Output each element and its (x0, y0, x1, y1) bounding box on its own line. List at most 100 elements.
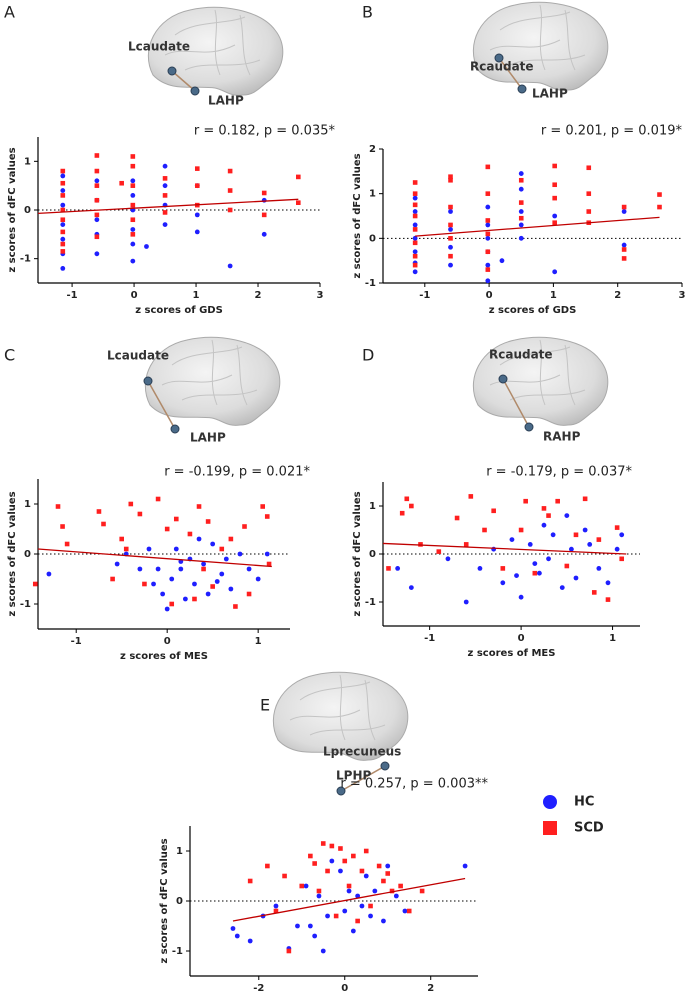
point (130, 193, 136, 198)
brain-image (472, 336, 609, 426)
x-tick-label: 0 (131, 290, 138, 301)
brain-node (380, 761, 390, 771)
brain-sulcus (174, 16, 246, 36)
point (564, 513, 570, 518)
point (621, 256, 627, 261)
point (409, 503, 414, 509)
y-tick-label: 1 (24, 156, 31, 167)
point (499, 258, 505, 264)
point (60, 217, 66, 223)
point (338, 868, 343, 874)
point (333, 913, 339, 919)
point (246, 591, 252, 597)
point (419, 888, 425, 894)
point (299, 883, 305, 889)
point (404, 496, 410, 502)
point (399, 510, 405, 516)
connection (171, 70, 196, 92)
point (214, 579, 220, 584)
x-tick-label: -1 (424, 633, 435, 644)
point (412, 253, 418, 259)
point (130, 202, 136, 208)
point (194, 229, 200, 235)
y-tick-label: -1 (20, 254, 31, 265)
point (329, 858, 335, 864)
point (119, 180, 124, 186)
panel-label: E (260, 696, 270, 715)
point (194, 183, 200, 188)
x-tick-label: 1 (255, 636, 262, 647)
point (325, 913, 330, 919)
node-label: Rcaudate (489, 348, 553, 362)
point (485, 235, 491, 241)
point (242, 524, 247, 529)
point (541, 522, 547, 528)
point (619, 556, 625, 562)
fit-line (37, 198, 299, 215)
point (96, 509, 102, 514)
point (210, 584, 215, 589)
point (448, 236, 453, 241)
point (130, 241, 136, 247)
x-tick-label: -2 (253, 983, 264, 994)
point (412, 180, 418, 185)
point (559, 585, 565, 590)
point (196, 504, 202, 509)
point (621, 247, 627, 252)
y-tick-label: 2 (369, 144, 376, 155)
point (552, 220, 557, 225)
point (173, 546, 179, 552)
point (569, 546, 574, 552)
legend-label: SCD (574, 821, 604, 836)
point (406, 908, 412, 914)
point (155, 496, 161, 502)
point (264, 551, 270, 557)
point (342, 908, 348, 914)
x-axis-label: z scores of GDS (489, 305, 577, 316)
connection (502, 378, 530, 428)
brain-node (524, 422, 534, 432)
brain-image (144, 336, 281, 426)
point (485, 204, 491, 210)
point (346, 883, 352, 889)
annotation: r = 0.182, p = 0.035* (194, 124, 336, 139)
point (552, 195, 557, 201)
brain-sulcus (489, 39, 561, 51)
point (169, 601, 175, 607)
node-label: LAHP (190, 431, 226, 445)
point (381, 918, 386, 924)
point (142, 581, 147, 587)
point (223, 556, 229, 562)
point (260, 504, 266, 509)
point (60, 524, 65, 529)
point (412, 202, 418, 208)
point (582, 496, 588, 502)
point (94, 183, 100, 188)
point (485, 249, 491, 255)
point (485, 278, 491, 284)
point (381, 878, 386, 884)
x-tick-label: 0 (518, 633, 525, 644)
point (205, 591, 211, 597)
point (550, 532, 556, 538)
point (130, 163, 136, 169)
point (164, 526, 170, 532)
point (448, 177, 453, 183)
point (130, 154, 136, 159)
point (621, 209, 627, 214)
point (500, 580, 506, 586)
point (316, 893, 322, 899)
point (162, 183, 168, 189)
point (591, 590, 597, 595)
brain-sulcus (509, 389, 586, 401)
point (273, 908, 279, 914)
point (228, 536, 234, 542)
point (586, 165, 592, 171)
point (532, 570, 538, 576)
point (182, 596, 188, 602)
brain-node (170, 424, 180, 434)
y-tick-label: -1 (172, 946, 183, 957)
point (261, 197, 267, 203)
point (386, 566, 391, 571)
